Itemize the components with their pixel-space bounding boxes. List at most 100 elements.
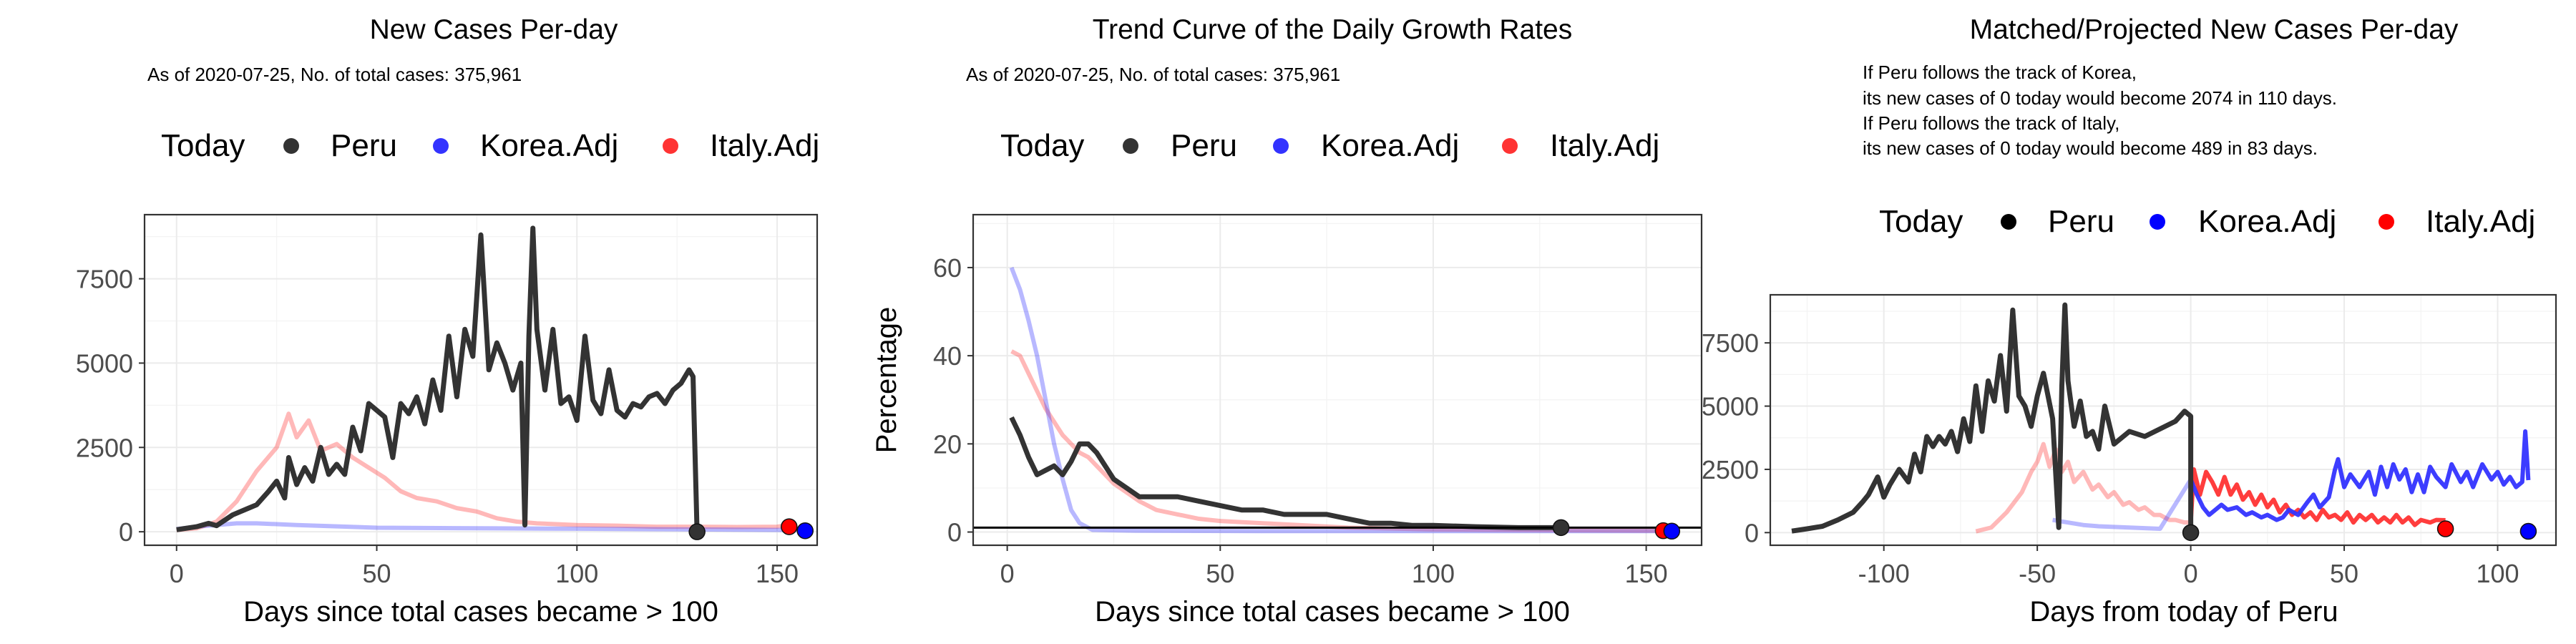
series-lines xyxy=(176,225,798,532)
legend-label-italy: Italy.Adj xyxy=(2426,204,2535,239)
projection-note: its new cases of 0 today would become 48… xyxy=(1863,137,2318,159)
today-point-korea xyxy=(2519,522,2537,540)
x-tick-label: -100 xyxy=(1858,559,1910,588)
x-tick-label: 50 xyxy=(1206,559,1234,588)
series-line-italy-projected xyxy=(2188,467,2446,527)
projection-note: If Peru follows the track of Italy, xyxy=(1863,112,2119,134)
today-points xyxy=(2182,520,2537,542)
legend-key-peru xyxy=(283,138,299,154)
grid xyxy=(145,215,817,545)
series-lines xyxy=(973,266,1702,534)
legend-key-italy xyxy=(2379,214,2394,230)
x-tick-label: 50 xyxy=(363,559,391,588)
panel-title: Matched/Projected New Cases Per-day xyxy=(1970,14,2459,45)
panel-subtitle: As of 2020-07-25, No. of total cases: 37… xyxy=(147,64,522,85)
y-tick-label: 7500 xyxy=(76,265,133,294)
x-tick-label: 100 xyxy=(1412,559,1455,588)
x-tick-label: 50 xyxy=(2330,559,2358,588)
y-axis: 0 2500 5000 7500 xyxy=(76,265,145,547)
legend-label-korea: Korea.Adj xyxy=(1321,128,1459,163)
series-line-peru xyxy=(1791,302,2194,534)
x-axis-label: Days from today of Peru xyxy=(2029,596,2338,628)
y-tick-label: 0 xyxy=(1745,518,1759,547)
series-line-peru xyxy=(1009,416,1561,530)
x-tick-label: 0 xyxy=(170,559,184,588)
legend-label-korea: Korea.Adj xyxy=(2198,204,2336,239)
series-line-italy xyxy=(176,411,790,532)
plot-frame xyxy=(1769,293,2557,547)
x-axis-label: Days since total cases became > 100 xyxy=(1095,596,1570,628)
legend-key-peru xyxy=(1123,138,1138,154)
today-point-korea xyxy=(1663,522,1681,540)
legend-label-korea: Korea.Adj xyxy=(480,128,618,163)
today-points xyxy=(688,518,814,540)
y-axis: 0 20 40 60 xyxy=(933,253,973,547)
x-tick-label: 150 xyxy=(756,559,799,588)
today-point-peru xyxy=(1552,519,1570,537)
projection-note: If Peru follows the track of Korea, xyxy=(1863,62,2137,83)
y-tick-label: 0 xyxy=(947,518,962,547)
legend-title: Today xyxy=(1879,204,1963,239)
today-point-korea xyxy=(796,522,814,540)
y-tick-label: 2500 xyxy=(76,433,133,462)
legend: Today Peru Korea.Adj Italy.Adj xyxy=(161,128,819,163)
panel-subtitle: As of 2020-07-25, No. of total cases: 37… xyxy=(966,64,1340,85)
today-point-peru xyxy=(688,523,706,540)
legend-label-peru: Peru xyxy=(1171,128,1237,163)
x-axis-label: Days since total cases became > 100 xyxy=(243,596,718,628)
plot-frame xyxy=(972,213,1703,547)
legend-label-italy: Italy.Adj xyxy=(710,128,819,163)
series-line-korea-projected xyxy=(2188,429,2531,522)
panel-new-cases: New Cases Per-day As of 2020-07-25, No. … xyxy=(76,14,819,628)
series-line-korea xyxy=(1009,266,1672,534)
y-axis-label: Percentage xyxy=(871,307,902,454)
y-tick-label: 20 xyxy=(933,429,962,459)
legend-key-korea xyxy=(2150,214,2165,230)
plot-background xyxy=(973,215,1702,545)
panel-title: New Cases Per-day xyxy=(370,14,618,45)
x-tick-label: 0 xyxy=(1000,559,1015,588)
series-line-italy xyxy=(1010,349,1664,533)
x-tick-label: 100 xyxy=(2476,559,2519,588)
legend: Today Peru Korea.Adj Italy.Adj xyxy=(1000,128,1659,163)
panel-title: Trend Curve of the Daily Growth Rates xyxy=(1093,14,1572,45)
legend-key-italy xyxy=(663,138,678,154)
legend-title: Today xyxy=(1000,128,1084,163)
legend-label-peru: Peru xyxy=(2048,204,2114,239)
series-line-italy-matched xyxy=(1975,441,2191,534)
x-tick-label: 150 xyxy=(1625,559,1668,588)
plot-background xyxy=(1770,295,2556,545)
plot-frame xyxy=(143,213,819,547)
today-point-italy xyxy=(2436,520,2454,537)
x-tick-label: 100 xyxy=(555,559,598,588)
x-tick-label: -50 xyxy=(2019,559,2056,588)
y-tick-label: 5000 xyxy=(76,348,133,378)
grid xyxy=(973,215,1702,545)
series-lines xyxy=(1791,302,2531,534)
legend-label-italy: Italy.Adj xyxy=(1550,128,1659,163)
x-axis: 0 50 100 150 xyxy=(170,545,799,588)
legend: Today Peru Korea.Adj Italy.Adj xyxy=(1879,204,2535,239)
panel-projected-cases: Matched/Projected New Cases Per-day If P… xyxy=(1702,14,2557,628)
y-tick-label: 2500 xyxy=(1702,455,1759,484)
y-axis: 0 2500 5000 7500 xyxy=(1702,328,1770,547)
y-tick-label: 60 xyxy=(933,253,962,283)
y-tick-label: 5000 xyxy=(1702,392,1759,421)
legend-key-korea xyxy=(433,138,449,154)
legend-key-korea xyxy=(1273,138,1289,154)
x-axis: 0 50 100 150 xyxy=(1000,545,1668,588)
y-tick-label: 0 xyxy=(119,517,133,547)
x-tick-label: 0 xyxy=(2184,559,2198,588)
legend-title: Today xyxy=(161,128,245,163)
y-tick-label: 40 xyxy=(933,341,962,371)
legend-key-italy xyxy=(1502,138,1518,154)
panel-growth-rates: Trend Curve of the Daily Growth Rates As… xyxy=(871,14,1703,628)
today-point-italy xyxy=(781,518,798,535)
legend-key-peru xyxy=(2001,214,2016,230)
series-line-korea-matched xyxy=(2052,478,2193,532)
projection-note: its new cases of 0 today would become 20… xyxy=(1863,87,2337,109)
legend-label-peru: Peru xyxy=(331,128,397,163)
x-axis: -100 -50 0 50 100 xyxy=(1858,545,2519,588)
today-point-peru xyxy=(2182,524,2200,542)
